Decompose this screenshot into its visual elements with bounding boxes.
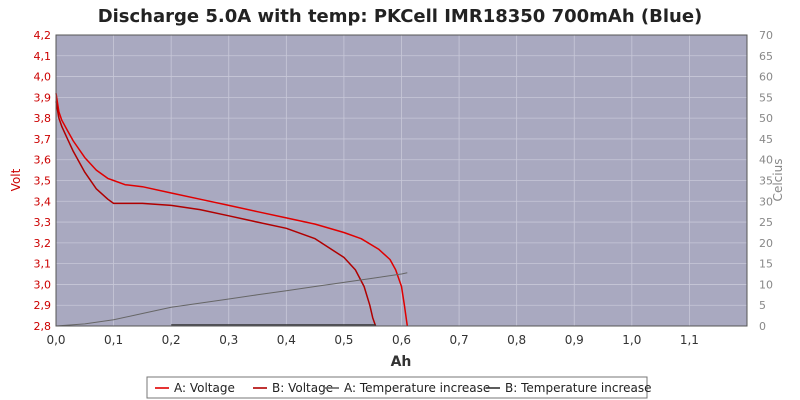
legend-label: B: Temperature increase <box>505 381 652 395</box>
y-right-tick-label: 65 <box>759 50 773 63</box>
legend: A: Voltage B: Voltage A: Temperature incre… <box>146 376 652 399</box>
y-left-tick-label: 4,0 <box>34 71 52 84</box>
y-left-tick-label: 2,8 <box>34 320 52 333</box>
grid <box>56 35 747 326</box>
legend-box <box>146 376 648 399</box>
tick-labels: 0,0 0,1 0,2 0,3 0,4 0,5 0,6 0,7 0,8 0,9 1,0 1,1 2,8 2… <box>34 29 774 347</box>
y-left-tick-label: 4,1 <box>34 50 52 63</box>
y-axis-label-left: Volt <box>9 168 23 191</box>
y-left-tick-label: 3,6 <box>34 154 52 167</box>
y-left-tick-label: 3,3 <box>34 216 52 229</box>
y-axis-label-right: Celcius <box>771 159 785 202</box>
y-left-tick-label: 3,5 <box>34 175 52 188</box>
legend-label: B: Voltage <box>272 381 333 395</box>
y-right-tick-label: 15 <box>759 258 773 271</box>
y-right-tick-label: 50 <box>759 112 773 125</box>
x-tick-label: 0,5 <box>334 333 353 347</box>
y-left-tick-label: 3,9 <box>34 91 52 104</box>
y-right-tick-label: 35 <box>759 175 773 188</box>
x-tick-label: 1,1 <box>680 333 699 347</box>
x-tick-label: 0,7 <box>450 333 469 347</box>
y-left-tick-label: 4,2 <box>34 29 52 42</box>
legend-label: A: Temperature increase <box>344 381 490 395</box>
y-left-tick-label: 2,9 <box>34 299 52 312</box>
y-right-tick-label: 10 <box>759 278 773 291</box>
y-left-tick-label: 3,2 <box>34 237 52 250</box>
y-right-tick-label: 60 <box>759 71 773 84</box>
y-right-tick-label: 45 <box>759 133 773 146</box>
x-tick-label: 0,2 <box>162 333 181 347</box>
y-right-tick-label: 40 <box>759 154 773 167</box>
y-left-tick-label: 3,0 <box>34 278 52 291</box>
x-axis-label: Ah <box>391 354 412 370</box>
x-tick-label: 0,3 <box>219 333 238 347</box>
y-right-tick-label: 55 <box>759 91 773 104</box>
x-tick-label: 1,0 <box>622 333 641 347</box>
y-left-tick-label: 3,4 <box>34 195 52 208</box>
x-tick-label: 0,8 <box>507 333 526 347</box>
y-left-tick-label: 3,8 <box>34 112 52 125</box>
y-left-tick-label: 3,7 <box>34 133 52 146</box>
series-a-voltage <box>55 93 409 327</box>
y-right-tick-label: 20 <box>759 237 773 250</box>
x-tick-label: 0,4 <box>277 333 296 347</box>
chart-title: Discharge 5.0A with temp: PKCell IMR1835… <box>98 6 703 27</box>
series-group <box>55 93 409 327</box>
y-right-tick-label: 30 <box>759 195 773 208</box>
series-b-voltage <box>55 101 377 327</box>
x-tick-label: 0,6 <box>392 333 411 347</box>
plot-border <box>55 34 748 327</box>
x-tick-label: 0,1 <box>104 333 123 347</box>
legend-label: A: Voltage <box>174 381 235 395</box>
y-right-tick-label: 70 <box>759 29 773 42</box>
y-right-tick-label: 0 <box>759 320 766 333</box>
x-tick-label: 0,9 <box>565 333 584 347</box>
series-a-temperature <box>55 272 408 327</box>
x-tick-label: 0,0 <box>46 333 65 347</box>
y-right-tick-label: 25 <box>759 216 773 229</box>
y-left-tick-label: 3,1 <box>34 258 52 271</box>
y-right-tick-label: 5 <box>759 299 766 312</box>
